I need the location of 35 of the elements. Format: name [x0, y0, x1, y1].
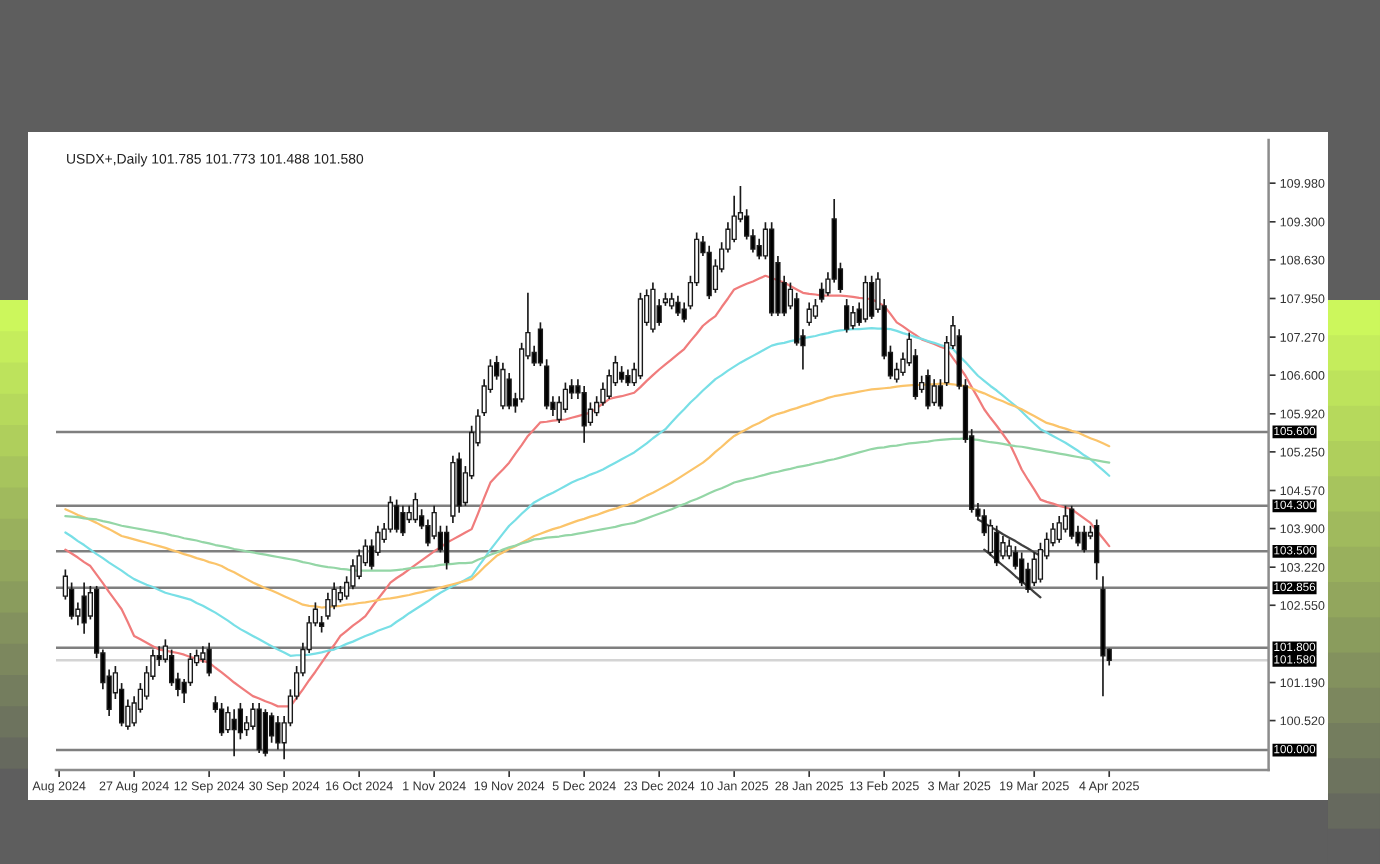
- candlestick: [925, 368, 931, 411]
- candlestick: [400, 505, 406, 537]
- candlestick: [862, 274, 869, 324]
- candlestick: [444, 524, 450, 571]
- candlestick: [256, 702, 262, 754]
- candlestick: [219, 702, 225, 737]
- candlestick: [850, 305, 856, 331]
- candlestick: [331, 581, 337, 611]
- candlestick: [581, 385, 587, 444]
- candlestick: [1081, 524, 1087, 554]
- candlestick: [731, 194, 737, 244]
- candlestick: [231, 708, 237, 758]
- candlestick: [844, 298, 850, 334]
- candlestick: [412, 491, 419, 524]
- candlestick: [706, 244, 712, 300]
- candlestick: [869, 274, 875, 320]
- candlestick: [81, 581, 87, 635]
- candlestick: [650, 281, 656, 334]
- candlestick: [1019, 551, 1025, 587]
- candlestick: [275, 715, 281, 751]
- candlestick: [1094, 518, 1100, 581]
- candlestick: [931, 378, 937, 407]
- candlestick: [262, 708, 269, 758]
- candlestick: [1006, 538, 1012, 561]
- candlestick: [1000, 535, 1006, 561]
- candlestick: [500, 361, 506, 411]
- candlestick: [1031, 551, 1037, 587]
- candlestick: [1069, 505, 1075, 541]
- candlestick: [394, 498, 400, 534]
- candlestick: [994, 524, 1000, 567]
- candlestick: [206, 641, 212, 678]
- candlestick: [806, 301, 812, 327]
- candlestick: [506, 372, 512, 411]
- candlestick: [675, 294, 681, 317]
- candlestick: [1037, 541, 1044, 584]
